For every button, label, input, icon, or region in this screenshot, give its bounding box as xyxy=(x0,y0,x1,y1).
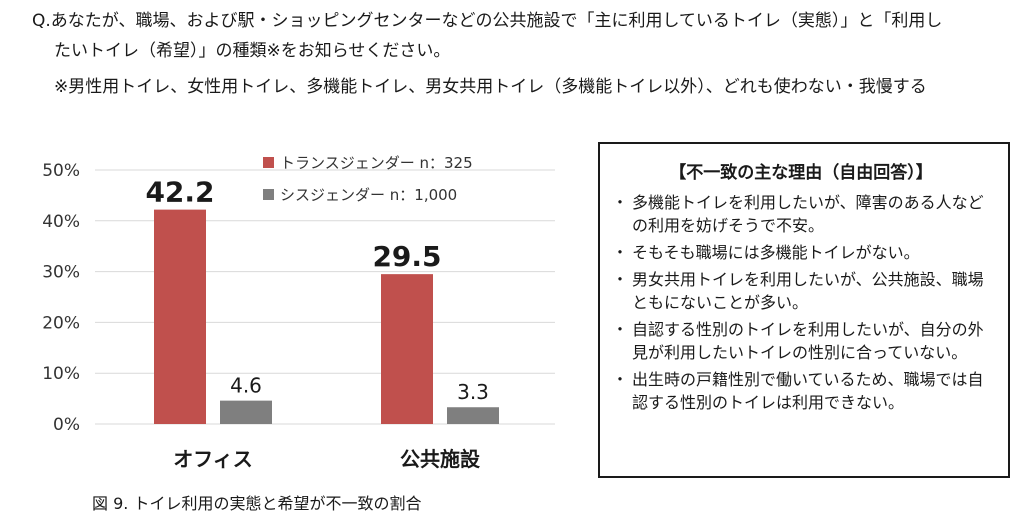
x-tick-label: 公共施設 xyxy=(400,447,481,471)
reason-item: ・多機能トイレを利用したいが、障害のある人などの利用を妨げそうで不安。 xyxy=(610,191,992,237)
bullet-mark: ・ xyxy=(612,193,629,212)
y-tick-label: 10% xyxy=(42,364,80,384)
data-label: 3.3 xyxy=(457,380,489,404)
reason-text: 男女共用トイレを利用したいが、公共施設、職場ともにないことが多い。 xyxy=(632,270,984,312)
x-tick-label: オフィス xyxy=(173,447,253,471)
bullet-mark: ・ xyxy=(612,370,629,389)
data-label: 42.2 xyxy=(145,176,214,209)
reason-text: そもそも職場には多機能トイレがない。 xyxy=(632,243,920,262)
bar xyxy=(154,209,206,424)
bar xyxy=(381,274,433,424)
reason-item: ・出生時の戸籍性別で働いているため、職場では自認する性別のトイレは利用できない。 xyxy=(610,368,992,414)
y-tick-label: 30% xyxy=(42,263,80,283)
reason-item: ・男女共用トイレを利用したいが、公共施設、職場ともにないことが多い。 xyxy=(610,268,992,314)
question-line-2: たいトイレ（希望）」の種類※をお知らせください。 xyxy=(54,41,451,61)
data-label: 29.5 xyxy=(372,240,441,273)
bullet-mark: ・ xyxy=(612,320,629,339)
question-line-1: Q.あなたが、職場、および駅・ショッピングセンターなどの公共施設で「主に利用して… xyxy=(32,11,943,31)
bullet-mark: ・ xyxy=(612,270,629,289)
figure-caption: 図 9. トイレ利用の実態と希望が不一致の割合 xyxy=(92,494,422,513)
y-tick-label: 40% xyxy=(42,212,80,232)
reasons-box: 【不一致の主な理由（自由回答）】 ・多機能トイレを利用したいが、障害のある人など… xyxy=(598,142,1010,478)
legend-label: シスジェンダー n：1,000 xyxy=(280,186,457,204)
reason-text: 多機能トイレを利用したいが、障害のある人などの利用を妨げそうで不安。 xyxy=(632,193,984,235)
legend-label: トランスジェンダー n：325 xyxy=(280,154,473,172)
bullet-mark: ・ xyxy=(612,243,629,262)
reason-item: ・自認する性別のトイレを利用したいが、自分の外見が利用したいトイレの性別に合って… xyxy=(610,318,992,364)
reasons-title: 【不一致の主な理由（自由回答）】 xyxy=(669,163,933,183)
question-note: ※男性用トイレ、女性用トイレ、多機能トイレ、男女共用トイレ（多機能トイレ以外）、… xyxy=(54,77,927,97)
y-tick-label: 20% xyxy=(42,313,80,333)
legend-swatch xyxy=(263,157,274,168)
reason-item: ・そもそも職場には多機能トイレがない。 xyxy=(610,241,992,264)
reasons-list: ・多機能トイレを利用したいが、障害のある人などの利用を妨げそうで不安。 ・そもそ… xyxy=(610,191,992,414)
legend-swatch xyxy=(263,189,274,200)
y-tick-label: 50% xyxy=(42,161,80,181)
bar xyxy=(220,400,272,424)
y-tick-label: 0% xyxy=(53,415,80,435)
bar-chart: 0% 10% 20% 30% 40% 50% 42.2 4.6 オフィス 29.5 3.3 公共施設 ト… xyxy=(42,154,555,471)
data-label: 4.6 xyxy=(230,374,262,398)
bar xyxy=(447,407,499,424)
reason-text: 出生時の戸籍性別で働いているため、職場では自認する性別のトイレは利用できない。 xyxy=(632,370,984,412)
reason-text: 自認する性別のトイレを利用したいが、自分の外見が利用したいトイレの性別に合ってい… xyxy=(632,320,984,362)
